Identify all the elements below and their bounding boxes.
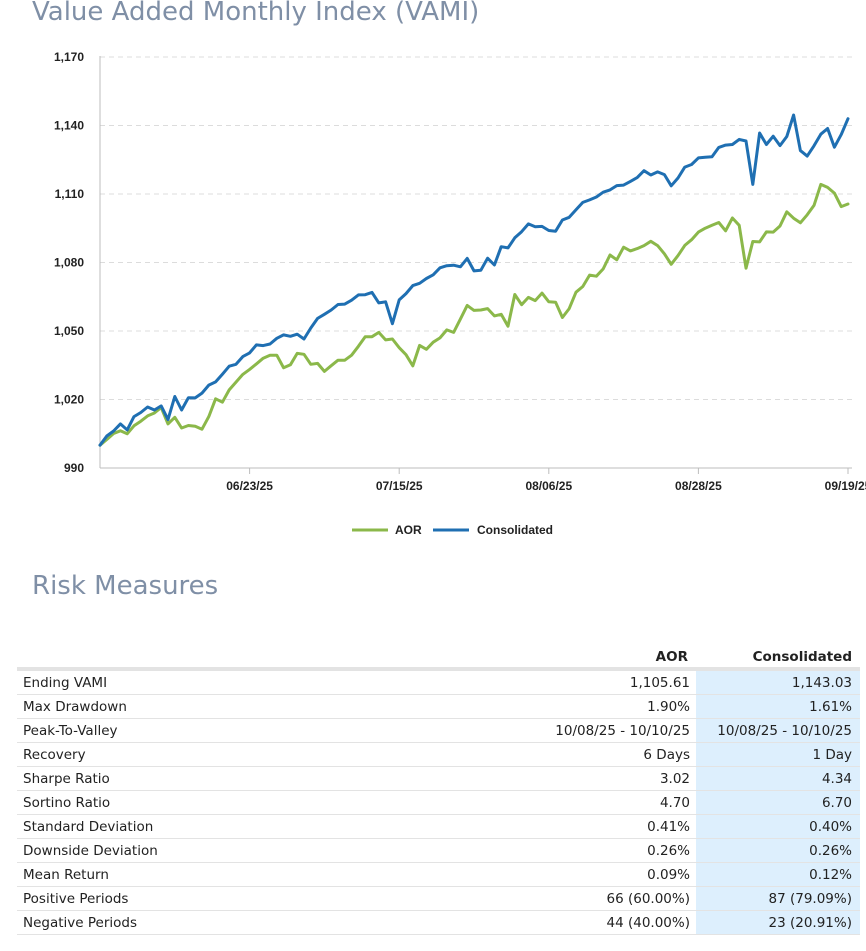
aor-value-cell: 44 (40.00%) [439, 910, 696, 935]
aor-value-cell: 10/08/25 - 10/10/25 [439, 718, 696, 743]
table-row: Peak-To-Valley 10/08/25 - 10/10/25 10/08/2… [17, 718, 860, 743]
table-row: Standard Deviation 0.41% 0.40% [17, 814, 860, 839]
table-row: Negative Periods 44 (40.00%) 23 (20.91%) [17, 910, 860, 935]
chart-legend: AOR Consolidated [352, 523, 553, 537]
y-tick-label: 1,140 [54, 119, 84, 133]
x-tick-label: 08/06/25 [525, 479, 572, 493]
y-tick-label: 1,080 [54, 256, 84, 270]
header-aor: AOR [439, 643, 696, 671]
series-line-aor [98, 182, 850, 447]
x-tick-label: 06/23/25 [226, 479, 273, 493]
aor-value-cell: 3.02 [439, 766, 696, 791]
metric-cell: Max Drawdown [17, 694, 439, 719]
x-tick-label: 07/15/25 [376, 479, 423, 493]
metric-cell: Recovery [17, 742, 439, 767]
legend-label-aor: AOR [395, 523, 422, 537]
table-row: Max Drawdown 1.90% 1.61% [17, 694, 860, 719]
y-tick-label: 1,020 [54, 393, 84, 407]
header-consolidated: Consolidated [696, 643, 860, 671]
consolidated-value-cell: 1.61% [696, 694, 860, 719]
consolidated-value-cell: 4.34 [696, 766, 860, 791]
table-row: Sortino Ratio 4.70 6.70 [17, 790, 860, 815]
aor-value-cell: 66 (60.00%) [439, 886, 696, 911]
aor-value-cell: 0.09% [439, 862, 696, 887]
metric-cell: Ending VAMI [17, 669, 439, 695]
table-row: Positive Periods 66 (60.00%) 87 (79.09%) [17, 886, 860, 911]
metric-cell: Sharpe Ratio [17, 766, 439, 791]
chart-title: Value Added Monthly Index (VAMI) [32, 0, 480, 27]
risk-measures-title: Risk Measures [32, 571, 219, 601]
metric-cell: Positive Periods [17, 886, 439, 911]
table-row: Ending VAMI 1,105.61 1,143.03 [17, 669, 860, 695]
y-tick-label: 990 [64, 461, 84, 475]
x-tick-label: 08/28/25 [675, 479, 722, 493]
x-tick-label: 09/19/25 [825, 479, 866, 493]
consolidated-value-cell: 1 Day [696, 742, 860, 767]
consolidated-value-cell: 6.70 [696, 790, 860, 815]
aor-value-cell: 6 Days [439, 742, 696, 767]
table-row: Sharpe Ratio 3.02 4.34 [17, 766, 860, 791]
metric-cell: Standard Deviation [17, 814, 439, 839]
y-tick-label: 1,110 [55, 187, 85, 201]
y-tick-label: 1,170 [54, 50, 84, 64]
metric-cell: Downside Deviation [17, 838, 439, 863]
table-row: Downside Deviation 0.26% 0.26% [17, 838, 860, 863]
consolidated-value-cell: 1,143.03 [696, 669, 860, 695]
aor-value-cell: 1.90% [439, 694, 696, 719]
vami-chart: 990 1,020 1,050 1,080 1,110 1,140 1,170 06/23/2… [54, 50, 866, 537]
chart-series [98, 113, 850, 447]
aor-value-cell: 1,105.61 [439, 669, 696, 695]
consolidated-value-cell: 0.12% [696, 862, 860, 887]
header-metric [17, 643, 439, 671]
aor-value-cell: 0.26% [439, 838, 696, 863]
consolidated-value-cell: 0.40% [696, 814, 860, 839]
metric-cell: Peak-To-Valley [17, 718, 439, 743]
risk-measures-table: AOR Consolidated Ending VAMI 1,105.61 1,14… [17, 643, 860, 935]
y-tick-label: 1,050 [54, 324, 84, 338]
table-header-row: AOR Consolidated [17, 643, 860, 671]
table-row: Recovery 6 Days 1 Day [17, 742, 860, 767]
aor-value-cell: 0.41% [439, 814, 696, 839]
series-line-consolidated [98, 113, 850, 447]
consolidated-value-cell: 0.26% [696, 838, 860, 863]
metric-cell: Negative Periods [17, 910, 439, 935]
legend-label-consolidated: Consolidated [477, 523, 553, 537]
consolidated-value-cell: 87 (79.09%) [696, 886, 860, 911]
metric-cell: Mean Return [17, 862, 439, 887]
consolidated-value-cell: 23 (20.91%) [696, 910, 860, 935]
chart-axes: 990 1,020 1,050 1,080 1,110 1,140 1,170 06/23/2… [54, 50, 866, 493]
aor-value-cell: 4.70 [439, 790, 696, 815]
consolidated-value-cell: 10/08/25 - 10/10/25 [696, 718, 860, 743]
table-row: Mean Return 0.09% 0.12% [17, 862, 860, 887]
metric-cell: Sortino Ratio [17, 790, 439, 815]
